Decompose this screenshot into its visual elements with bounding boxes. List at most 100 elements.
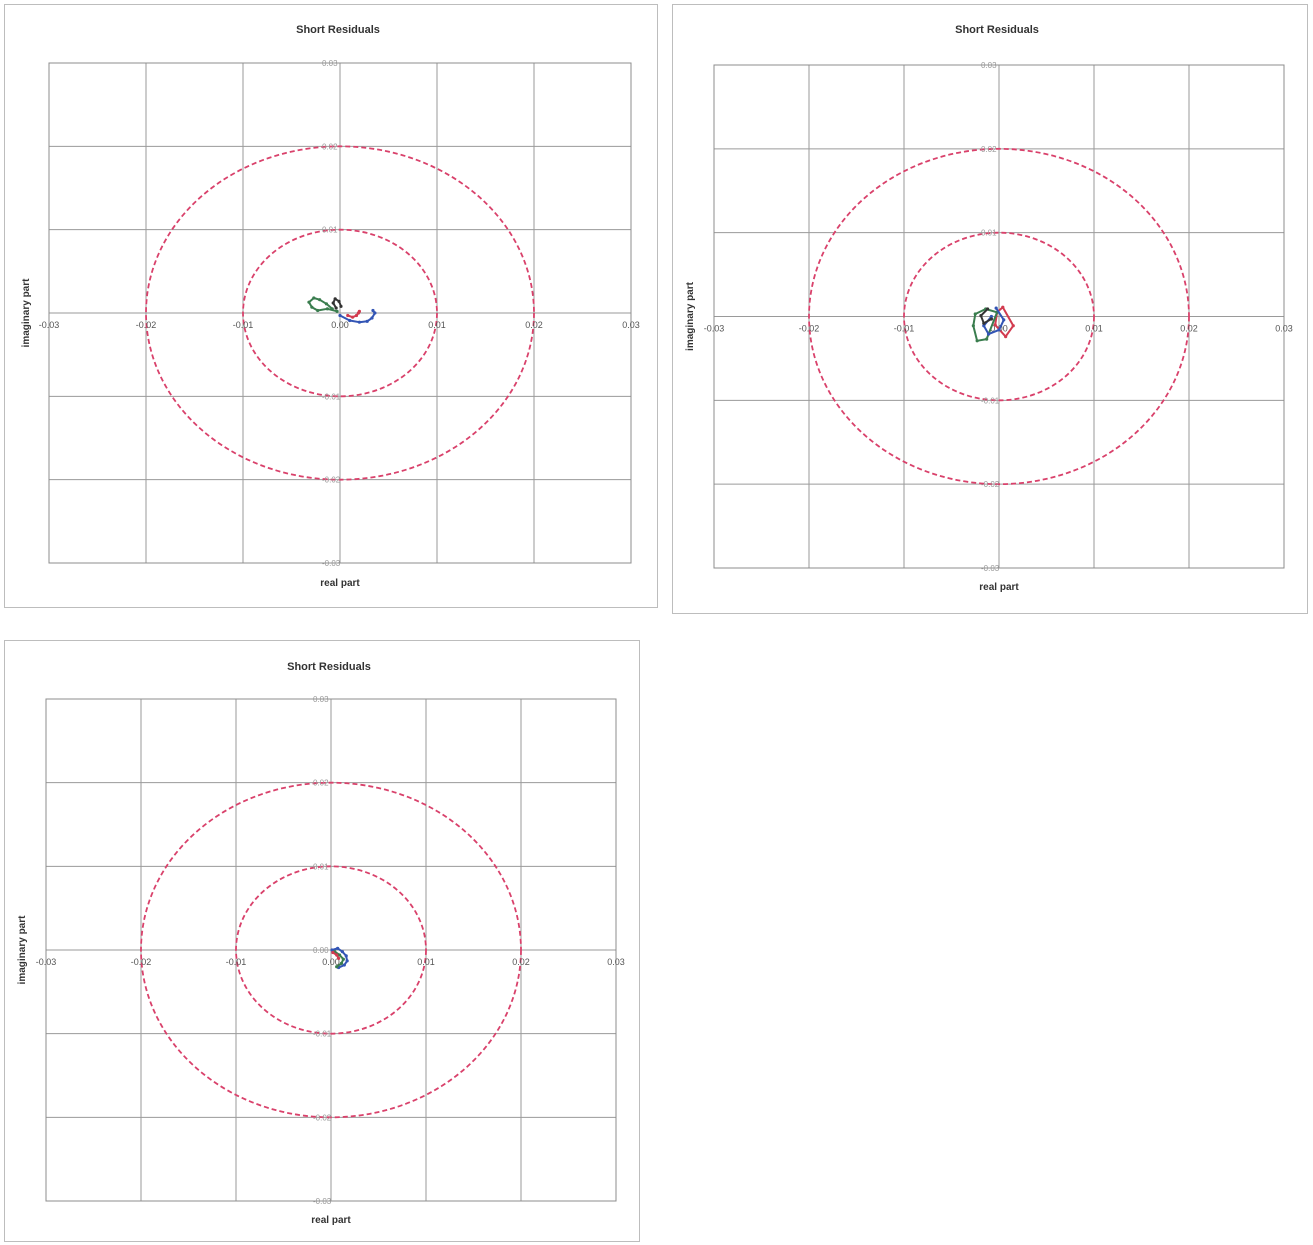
series-3-point [331, 950, 335, 955]
series-4-point [339, 304, 343, 308]
series-1-point [993, 323, 997, 327]
series-1-point [373, 311, 377, 315]
y-tick-label: 0.02 [313, 779, 329, 788]
chart-panel-top-left: -0.03 -0.02 -0.01 0.00 0.01 0.02 0.03 0.03 0.02 0… [4, 4, 658, 608]
series-3-point [324, 302, 329, 306]
series-1-point [342, 963, 346, 967]
y-axis-label: imaginary part [685, 281, 696, 351]
x-tick-label: -0.02 [799, 324, 820, 334]
series-1-point [370, 316, 374, 320]
series-3-point [325, 307, 329, 311]
plot-area-border [45, 698, 617, 1202]
x-tick-label: 0.01 [417, 957, 435, 967]
reference-circle-2 [145, 145, 535, 481]
series-4-point [989, 317, 993, 321]
y-tick-label: -0.02 [981, 480, 1000, 489]
series-3-point [997, 328, 1001, 332]
series-2-point [985, 337, 989, 341]
series-2-point [339, 961, 344, 965]
x-tick-label: 0.00 [322, 957, 340, 967]
x-tick-label: -0.02 [131, 957, 152, 967]
chart-svg-1: -0.03 -0.02 -0.01 0.00 0.01 0.02 0.03 0.03 0.02 0… [21, 24, 640, 589]
series-2-point [341, 957, 345, 961]
series-1-point [345, 959, 349, 963]
reference-circle-1 [903, 231, 1095, 402]
y-tick-label: -0.01 [322, 392, 341, 401]
x-tick-label: -0.02 [136, 320, 157, 330]
plot-area-border [48, 62, 632, 564]
series-3-point [335, 309, 339, 313]
series-3-point [312, 296, 316, 300]
series-1-point [344, 954, 348, 958]
y-tick-label: 0.02 [322, 142, 338, 151]
plot-area-border [713, 64, 1285, 569]
x-tick-label: -0.01 [226, 957, 247, 967]
chart-panel-top-right: -0.03-0.02-0.010.000.010.020.030.030.020… [672, 4, 1308, 614]
y-tick-label: 0.00 [313, 946, 329, 955]
series-1-point [365, 319, 369, 323]
x-tick-label: 0.03 [1275, 324, 1293, 334]
x-tick-label: -0.03 [36, 957, 57, 967]
x-tick-label: -0.03 [39, 320, 60, 330]
series-line-4 [979, 308, 992, 325]
y-tick-label: 0.01 [313, 862, 329, 871]
x-tick-label: 0.01 [1085, 324, 1103, 334]
y-tick-label: -0.03 [322, 559, 341, 568]
series-4-point [986, 307, 990, 311]
series-4-point [334, 306, 338, 310]
x-tick-label: 0.02 [1180, 324, 1198, 334]
series-3-point [1002, 318, 1006, 322]
x-axis-label: real part [979, 582, 1019, 593]
reference-circle-1 [242, 228, 438, 398]
series-2-point [357, 309, 361, 313]
chart-svg-2: -0.03-0.02-0.010.000.010.020.030.030.020… [685, 24, 1293, 593]
y-tick-label: 0.01 [981, 229, 997, 238]
series-2-point [337, 953, 342, 957]
series-4-point [333, 297, 337, 301]
x-tick-label: -0.01 [233, 320, 254, 330]
chart-title: Short Residuals [296, 24, 380, 36]
reference-circle-2 [140, 781, 522, 1119]
series-2-point [346, 313, 350, 318]
series-3-point [318, 298, 322, 302]
y-tick-label: -0.02 [313, 1113, 332, 1122]
chart-title: Short Residuals [287, 661, 371, 673]
y-tick-label: -0.03 [981, 564, 1000, 573]
series-1-point [371, 308, 375, 313]
chart-svg-3: -0.03 -0.02 -0.01 0.00 0.01 0.02 0.03 0.03 0.02 0… [17, 661, 625, 1226]
series-2-point [975, 339, 979, 343]
series-1-point [338, 313, 342, 318]
y-axis-label: imaginary part [17, 915, 28, 985]
x-tick-label: 0.01 [428, 320, 446, 330]
x-tick-label: -0.01 [894, 324, 915, 334]
x-tick-label: 0.02 [525, 320, 543, 330]
series-3-point [310, 305, 314, 309]
x-tick-label: 0.03 [607, 957, 625, 967]
series-3-point [330, 307, 334, 311]
series-1-point [1004, 335, 1008, 339]
series-2-point [354, 313, 359, 318]
y-tick-label: 0.03 [322, 59, 338, 68]
series-4-point [982, 321, 986, 325]
x-axis-label: real part [320, 578, 360, 589]
series-4-point [979, 314, 983, 318]
y-tick-label: -0.01 [981, 396, 1000, 405]
reference-circle-1 [235, 865, 427, 1035]
x-tick-label: -0.03 [704, 324, 725, 334]
series-3-point [989, 314, 993, 319]
y-tick-label: 0.03 [981, 61, 997, 70]
chart-panel-bottom-left: -0.03 -0.02 -0.01 0.00 0.01 0.02 0.03 0.03 0.02 0… [4, 640, 640, 1242]
x-tick-label: 0.02 [512, 957, 530, 967]
series-1-point [330, 948, 334, 952]
series-2-point [335, 965, 339, 969]
series-1-point [340, 950, 344, 954]
y-tick-label: 0.02 [981, 145, 997, 154]
y-tick-label: 0.01 [322, 226, 338, 235]
y-tick-label: -0.03 [313, 1197, 332, 1206]
reference-circle-2 [808, 147, 1190, 486]
y-tick-label: -0.02 [322, 476, 341, 485]
y-tick-label: 0.03 [313, 695, 329, 704]
series-3-point [316, 308, 320, 313]
series-3-point [335, 953, 339, 957]
series-3-point [994, 306, 998, 310]
